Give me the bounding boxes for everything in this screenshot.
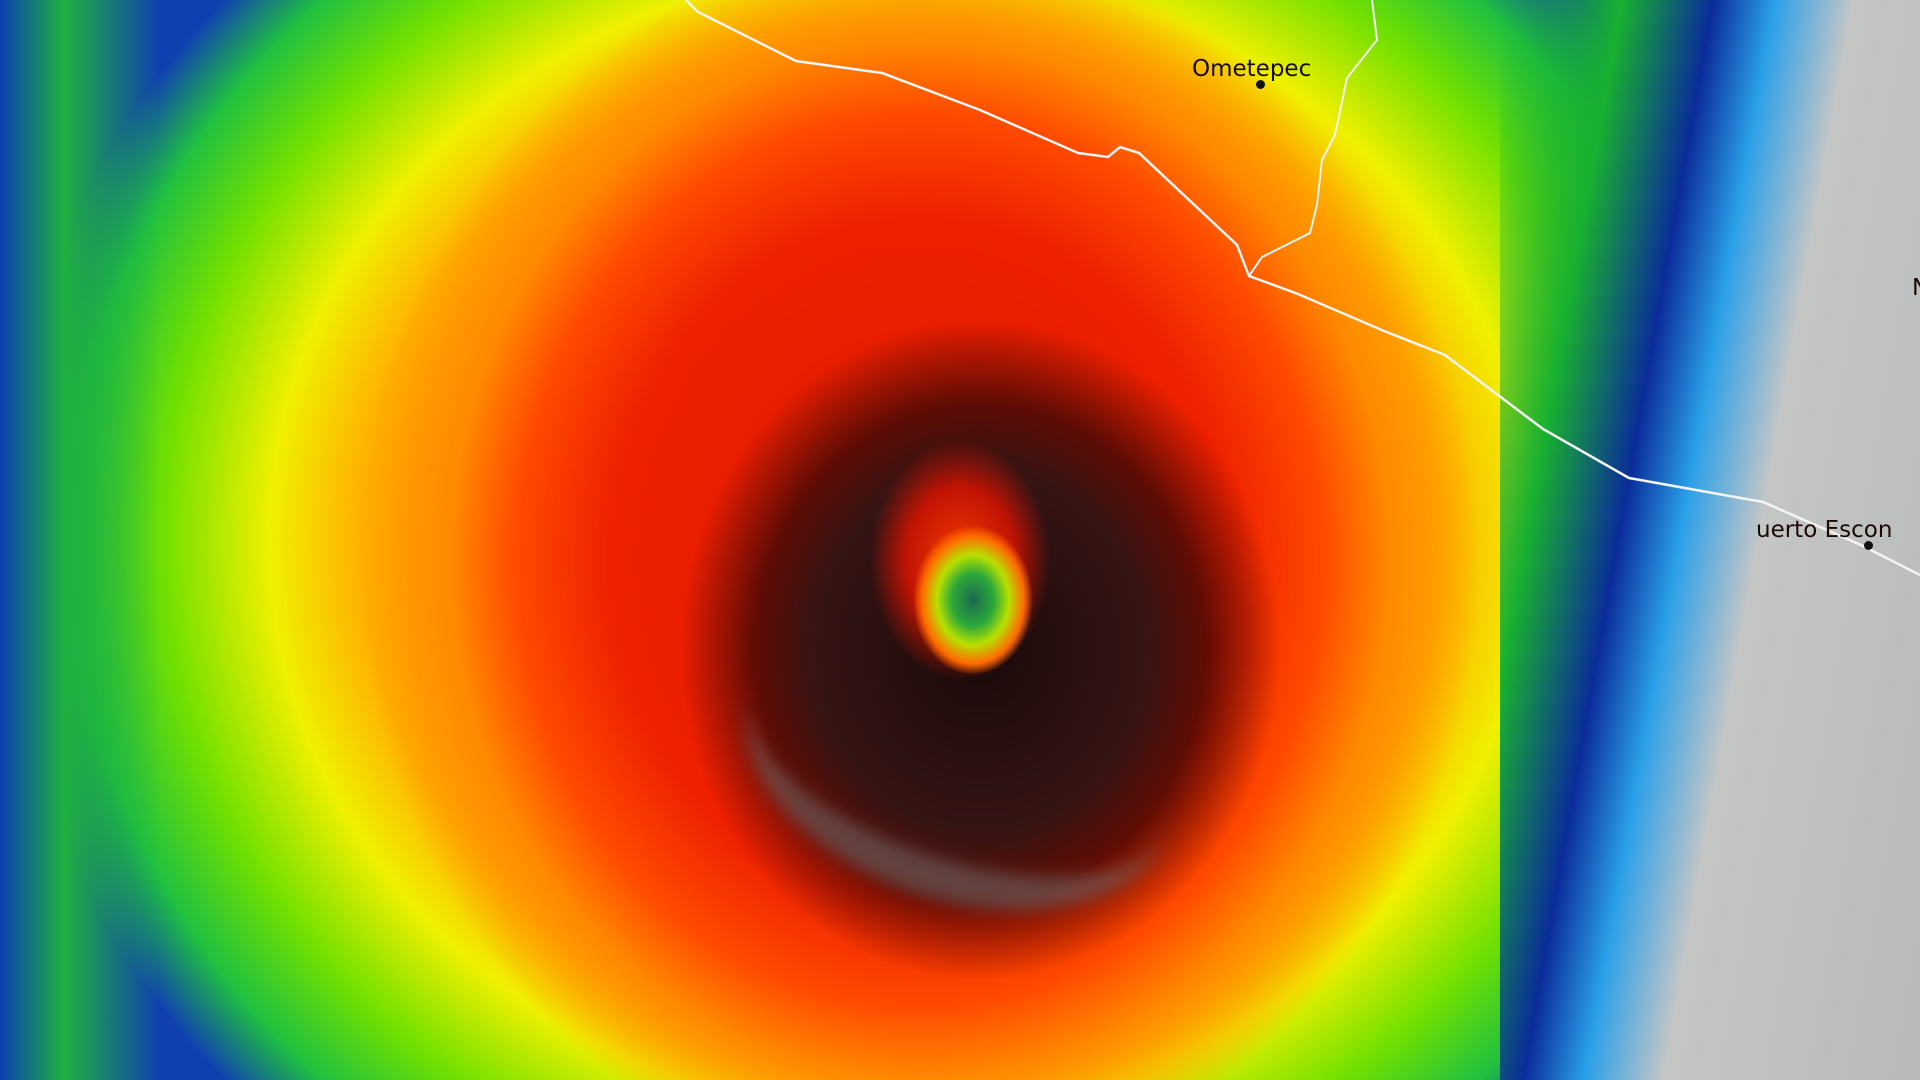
place-label-ometepec: Ometepec bbox=[1192, 56, 1312, 82]
state-border bbox=[1248, 0, 1379, 277]
place-label-partial: N bbox=[1912, 275, 1920, 301]
city-marker-puerto-escondido bbox=[1864, 541, 1873, 550]
place-label-puerto-escondido: uerto Escon bbox=[1756, 517, 1893, 543]
coastline bbox=[685, 0, 1920, 577]
city-marker-ometepec bbox=[1256, 80, 1265, 89]
